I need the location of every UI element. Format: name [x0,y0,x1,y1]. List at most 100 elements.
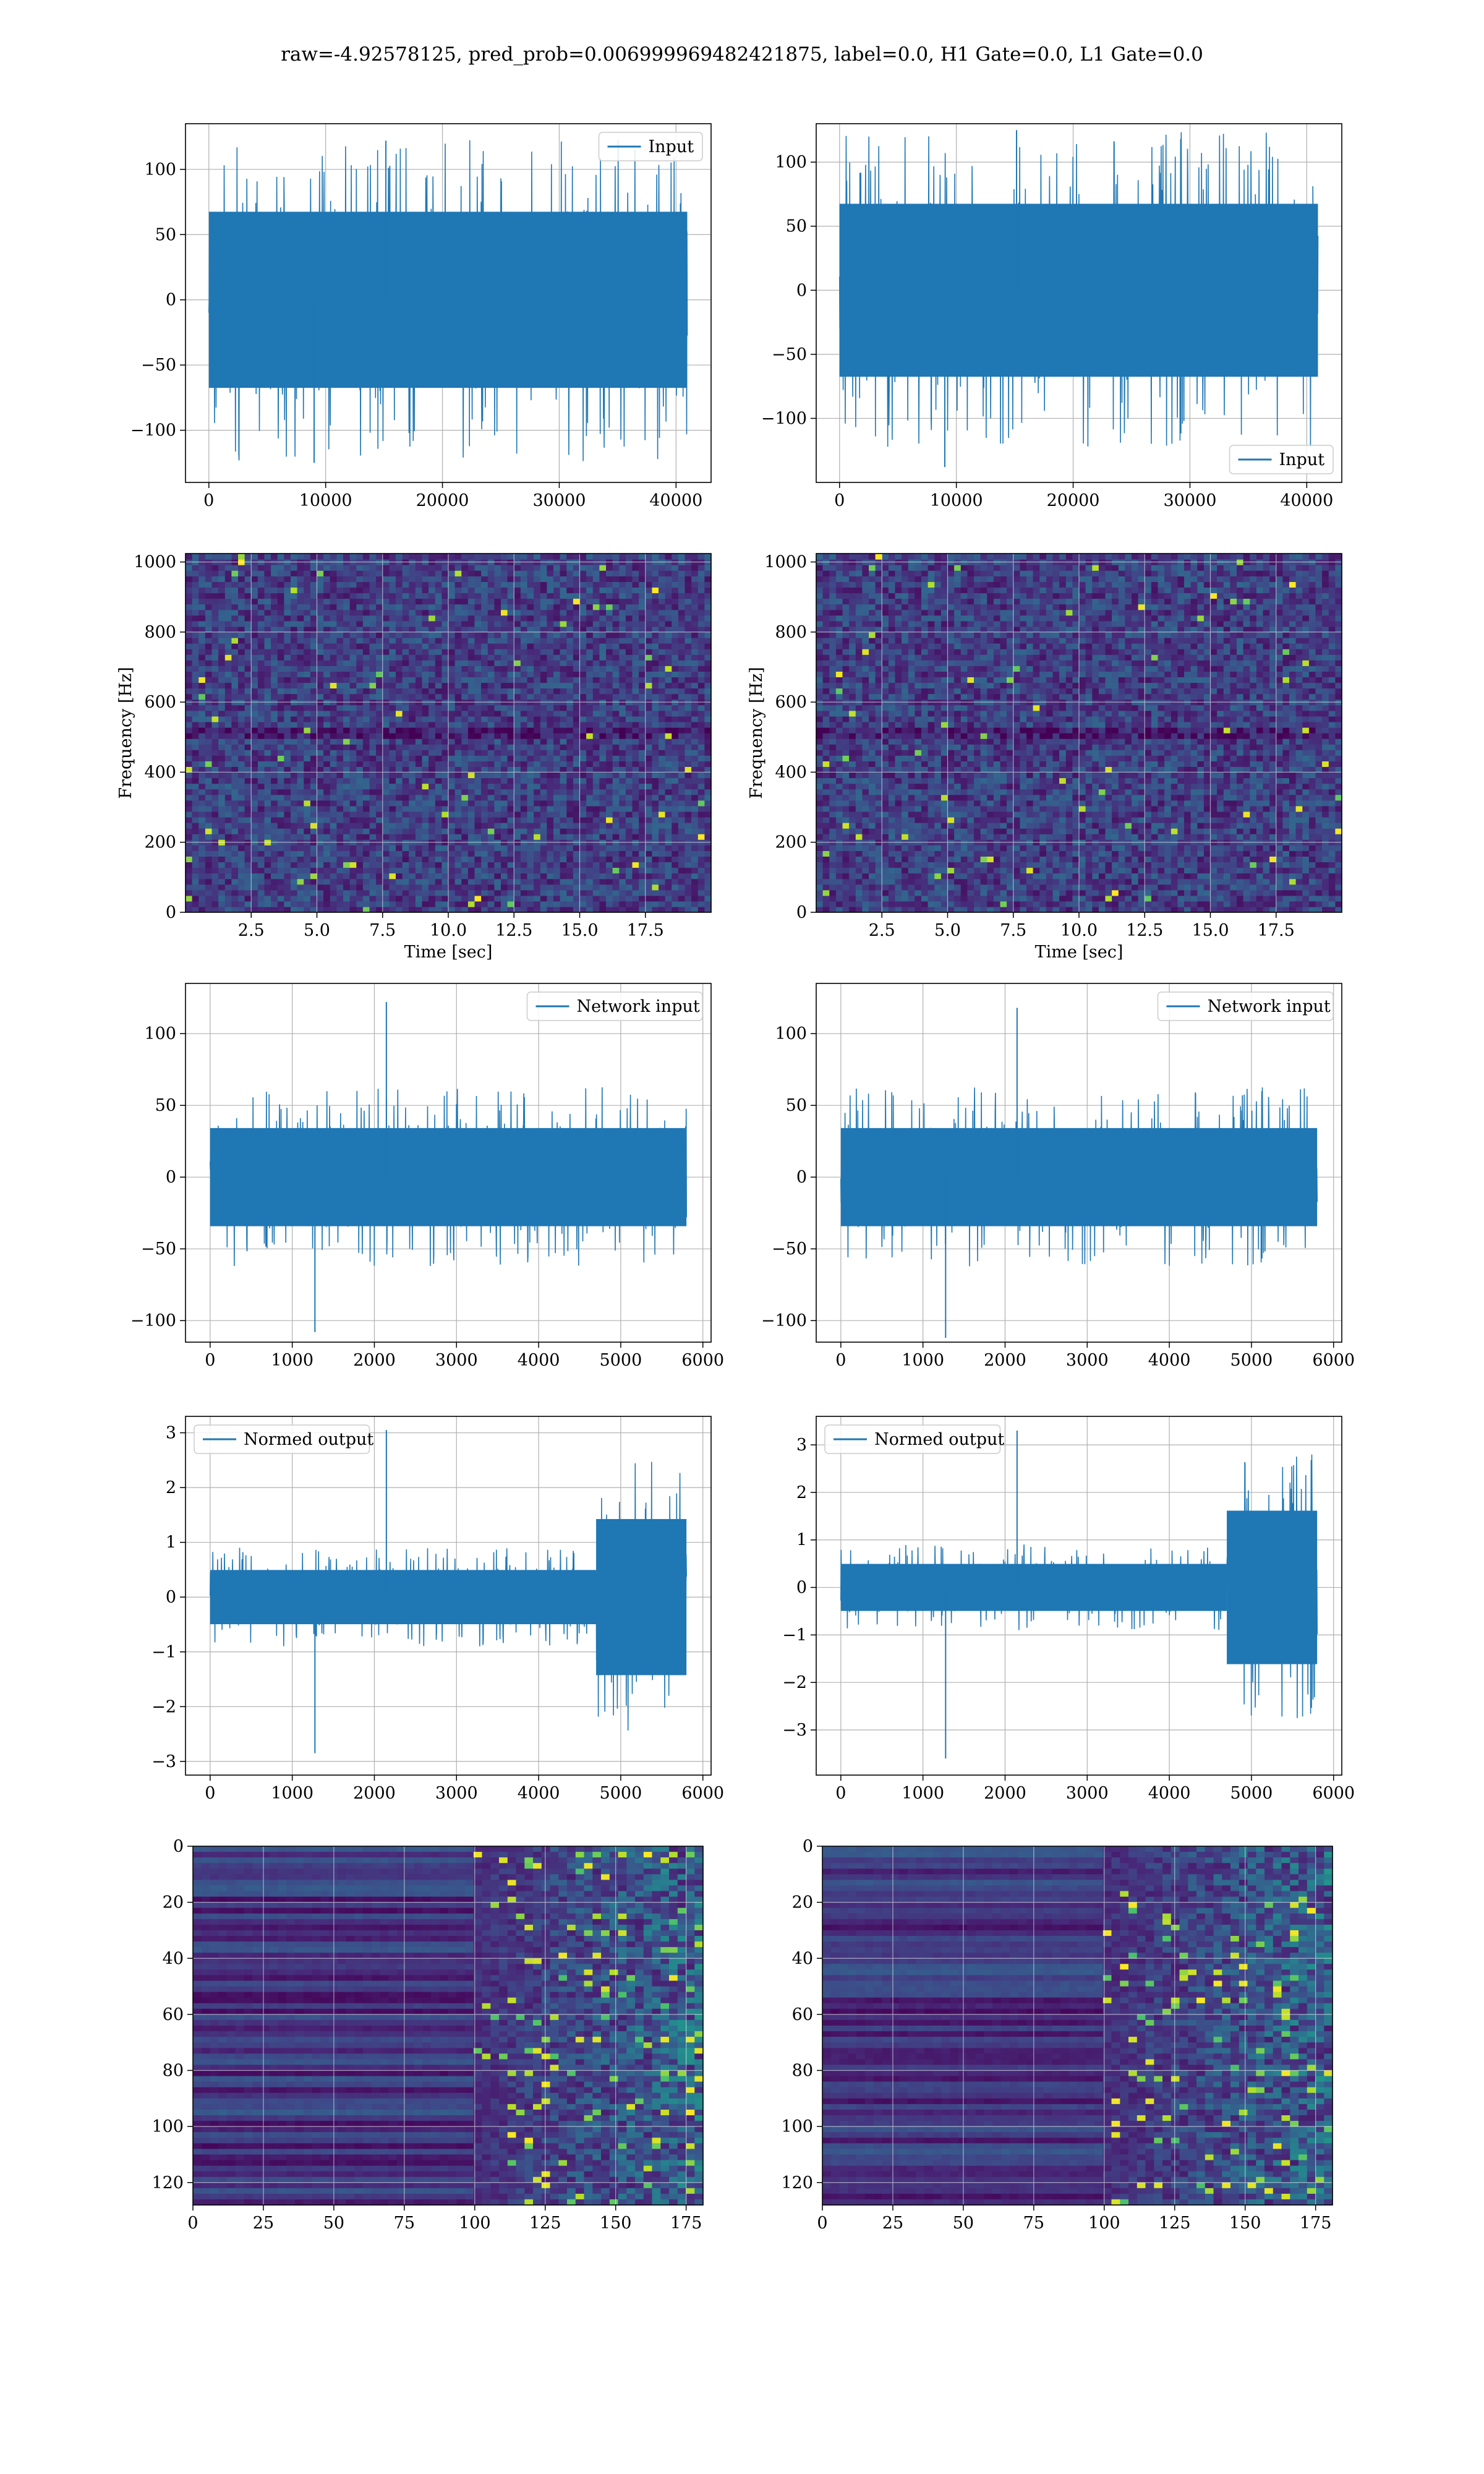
heatmap-cell [540,688,547,695]
heatmap-cell [474,677,482,683]
heatmap-cell [540,789,547,795]
heatmap-cell [402,828,409,834]
heatmap-cell [553,850,561,857]
heatmap-cell [494,693,501,700]
heatmap-cell [186,816,193,823]
heatmap-cell [625,631,633,638]
heatmap-cell [264,704,271,711]
heatmap-cell [599,800,607,807]
heatmap-cell [678,604,686,610]
heatmap-cell [467,587,475,594]
heatmap-cell [501,777,508,784]
heatmap-cell [336,828,344,834]
heatmap-cell [186,671,193,677]
heatmap-cell [317,901,324,907]
heatmap-cell [553,626,561,633]
heatmap-cell [540,895,547,902]
heatmap-cell [547,805,554,812]
heatmap-cell [251,609,258,616]
heatmap-cell [369,862,377,868]
heatmap-cell [304,677,311,683]
heatmap-cell [467,828,475,834]
heatmap-cell [553,570,561,576]
heatmap-cell [454,761,462,767]
heatmap-cell [592,704,600,711]
heatmap-cell [244,823,252,829]
heatmap-cell [534,823,541,829]
heatmap-cell [501,867,508,874]
heatmap-cell [310,889,318,896]
heatmap-cell [487,677,495,683]
heatmap-cell [573,805,581,812]
heatmap-cell [349,862,357,868]
heatmap-cell [198,576,206,582]
heatmap-cell [441,688,449,695]
heatmap-cell [198,631,206,638]
heatmap-cell [369,598,377,605]
heatmap-cell [461,727,469,734]
heatmap-cell [382,649,390,655]
heatmap-cell [494,631,501,638]
heatmap-cell [291,587,298,594]
heatmap-cell [659,609,666,616]
heatmap-cell [507,671,514,677]
heatmap-cell [592,811,600,818]
heatmap-cell [396,733,403,739]
heatmap-cell [672,845,679,851]
heatmap-cell [310,789,318,795]
heatmap-cell [560,884,567,891]
heatmap-cell [251,631,258,638]
heatmap-cell [481,710,488,717]
heatmap-cell [659,631,666,638]
heatmap-cell [467,721,475,728]
heatmap-cell [579,811,587,818]
heatmap-cell [369,604,377,610]
heatmap-cell [678,800,686,807]
heatmap-cell [579,654,587,661]
heatmap-cell [356,906,364,913]
heatmap-cell [369,761,377,767]
heatmap-cell [396,901,403,907]
heatmap-cell [573,593,581,599]
heatmap-cell [369,811,377,818]
heatmap-cell [297,609,304,616]
heatmap-cell [527,906,534,913]
heatmap-cell [211,867,219,874]
heatmap-cell [186,794,193,801]
heatmap-cell [534,834,541,840]
heatmap-cell [369,889,377,896]
heatmap-cell [356,598,364,605]
heatmap-cell [271,867,278,874]
heatmap-cell [659,805,666,812]
heatmap-cell [435,688,442,695]
heatmap-cell [396,828,403,834]
heatmap-cell [330,693,337,700]
heatmap-cell [454,570,462,576]
heatmap-cell [586,755,594,761]
heatmap-cell [224,581,232,588]
heatmap-cell [323,587,331,594]
heatmap-cell [211,565,219,571]
heatmap-cell [271,587,278,594]
heatmap-cell [317,598,324,605]
heatmap-cell [481,828,488,834]
axes-frame [185,123,712,483]
heatmap-cell [304,834,311,840]
heatmap-cell [659,721,666,728]
heatmap-cell [448,677,456,683]
heatmap-cell [376,755,383,761]
heatmap-cell [429,828,436,834]
heatmap-cell [277,721,284,728]
heatmap-cell [691,727,699,734]
heatmap-cell [198,744,206,750]
heatmap-cell [672,727,679,734]
heatmap-cell [310,816,318,823]
heatmap-cell [639,721,646,728]
heatmap-cell [639,704,646,711]
heatmap-cell [672,816,679,823]
heatmap-cell [429,800,436,807]
heatmap-cell [186,721,193,728]
heatmap-cell [599,867,607,874]
heatmap-cell [244,666,252,672]
heatmap-cell [461,587,469,594]
